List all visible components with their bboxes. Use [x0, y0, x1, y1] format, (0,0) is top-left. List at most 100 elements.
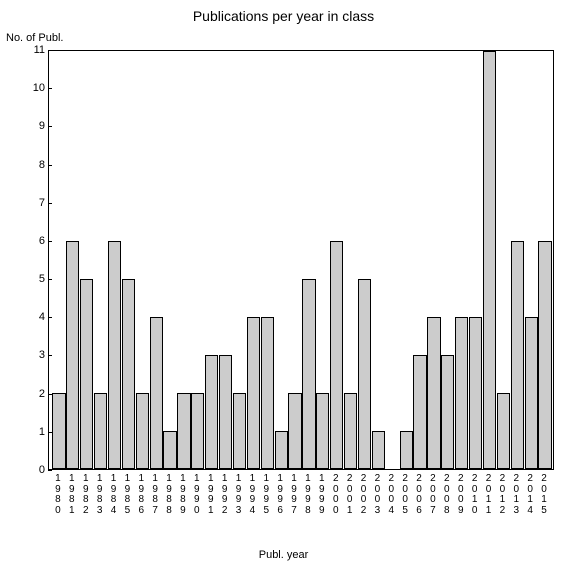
bar: [136, 393, 149, 469]
plot-area: [48, 50, 554, 470]
y-tick-label: 0: [25, 464, 45, 476]
x-tick-label: 1980: [53, 474, 63, 516]
x-tick-label: 1994: [247, 474, 257, 516]
x-tick-label: 1987: [150, 474, 160, 516]
x-tick-label: 2000: [331, 474, 341, 516]
bar: [177, 393, 190, 469]
x-tick-label: 1984: [109, 474, 119, 516]
y-tick-mark: [48, 279, 52, 280]
bar: [302, 279, 315, 469]
y-tick-mark: [48, 50, 52, 51]
bar: [538, 241, 551, 469]
bar: [400, 431, 413, 469]
y-tick-mark: [48, 126, 52, 127]
y-tick-label: 3: [25, 349, 45, 361]
x-tick-label: 2007: [428, 474, 438, 516]
bar: [150, 317, 163, 469]
x-tick-label: 2012: [497, 474, 507, 516]
bar: [330, 241, 343, 469]
x-tick-label: 2010: [470, 474, 480, 516]
bar: [108, 241, 121, 469]
bars-group: [49, 51, 553, 469]
x-tick-label: 2013: [511, 474, 521, 516]
x-tick-label: 1988: [164, 474, 174, 516]
x-tick-label: 1981: [67, 474, 77, 516]
bar: [372, 431, 385, 469]
y-axis-label: No. of Publ.: [6, 32, 63, 44]
x-tick-label: 1982: [81, 474, 91, 516]
x-tick-label: 2011: [484, 474, 494, 516]
y-tick-label: 11: [25, 44, 45, 56]
x-tick-label: 1999: [317, 474, 327, 516]
y-tick-label: 4: [25, 311, 45, 323]
bar: [163, 431, 176, 469]
bar: [191, 393, 204, 469]
x-tick-label: 1997: [289, 474, 299, 516]
x-tick-label: 2015: [539, 474, 549, 516]
bar: [52, 393, 65, 469]
x-tick-label: 2009: [456, 474, 466, 516]
x-tick-label: 1998: [303, 474, 313, 516]
y-tick-mark: [48, 317, 52, 318]
chart-container: Publications per year in class No. of Pu…: [0, 0, 567, 567]
bar: [219, 355, 232, 469]
x-tick-label: 2014: [525, 474, 535, 516]
y-tick-mark: [48, 241, 52, 242]
x-tick-label: 1990: [192, 474, 202, 516]
x-tick-label: 2004: [386, 474, 396, 516]
x-tick-label: 1992: [220, 474, 230, 516]
bar: [483, 51, 496, 469]
x-tick-label: 1989: [178, 474, 188, 516]
y-tick-label: 10: [25, 82, 45, 94]
bar: [122, 279, 135, 469]
chart-title: Publications per year in class: [0, 8, 567, 24]
x-tick-label: 1986: [136, 474, 146, 516]
bar: [316, 393, 329, 469]
x-tick-label: 1996: [275, 474, 285, 516]
bar: [288, 393, 301, 469]
x-tick-label: 2001: [345, 474, 355, 516]
bar: [66, 241, 79, 469]
y-tick-label: 7: [25, 197, 45, 209]
x-tick-label: 2002: [359, 474, 369, 516]
y-tick-mark: [48, 88, 52, 89]
y-tick-label: 8: [25, 159, 45, 171]
y-tick-label: 5: [25, 273, 45, 285]
y-tick-mark: [48, 432, 52, 433]
x-tick-label: 2003: [372, 474, 382, 516]
x-tick-label: 2008: [442, 474, 452, 516]
x-tick-label: 1995: [261, 474, 271, 516]
bar: [247, 317, 260, 469]
bar: [525, 317, 538, 469]
bar: [511, 241, 524, 469]
y-tick-mark: [48, 394, 52, 395]
x-tick-label: 1991: [206, 474, 216, 516]
bar: [427, 317, 440, 469]
y-tick-mark: [48, 203, 52, 204]
x-tick-label: 2005: [400, 474, 410, 516]
bar: [469, 317, 482, 469]
bar: [344, 393, 357, 469]
y-tick-label: 6: [25, 235, 45, 247]
bar: [205, 355, 218, 469]
y-tick-mark: [48, 470, 52, 471]
y-tick-label: 2: [25, 388, 45, 400]
bar: [497, 393, 510, 469]
y-tick-mark: [48, 165, 52, 166]
x-tick-label: 2006: [414, 474, 424, 516]
y-tick-label: 1: [25, 426, 45, 438]
x-tick-label: 1985: [122, 474, 132, 516]
y-tick-label: 9: [25, 120, 45, 132]
x-axis-label: Publ. year: [0, 549, 567, 561]
bar: [80, 279, 93, 469]
bar: [94, 393, 107, 469]
bar: [441, 355, 454, 469]
bar: [275, 431, 288, 469]
bar: [413, 355, 426, 469]
x-tick-label: 1983: [95, 474, 105, 516]
y-tick-mark: [48, 355, 52, 356]
x-tick-label: 1993: [234, 474, 244, 516]
bar: [455, 317, 468, 469]
bar: [358, 279, 371, 469]
bar: [261, 317, 274, 469]
